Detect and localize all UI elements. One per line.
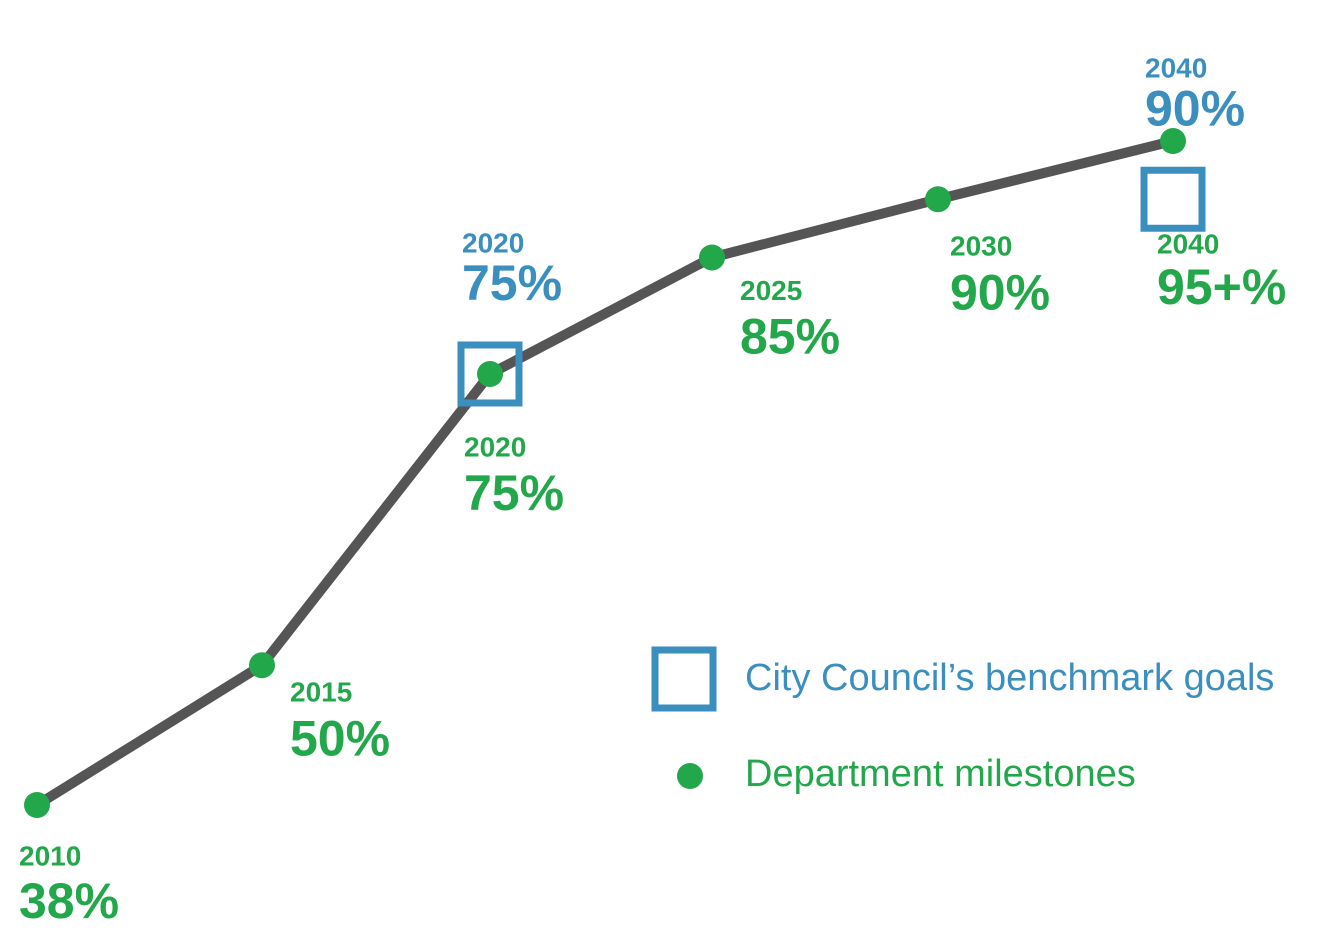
milestone-marker [1160,128,1186,154]
milestone-marker [249,652,275,679]
milestone-marker [699,244,725,271]
milestone-year: 2010 [19,840,81,871]
milestone-marker [477,360,503,387]
milestone-marker [24,792,50,818]
milestone-value: 38% [19,873,119,929]
milestone-line [34,136,1175,810]
milestone-marker [925,186,951,213]
legend-milestone-marker [677,763,703,789]
milestone-year: 2025 [740,275,802,306]
benchmark-marker [1140,166,1206,232]
benchmark-year: 2040 [1145,53,1207,84]
milestone-value: 90% [950,264,1050,320]
milestone-value: 50% [290,710,390,766]
benchmark-marker [457,341,523,407]
legend-benchmark-marker [651,646,717,712]
legend-milestone-label: Department milestones [745,753,1136,795]
milestone-value: 75% [464,465,564,521]
benchmark-value: 75% [462,255,562,311]
legend-benchmark-label: City Council’s benchmark goals [745,657,1274,699]
milestone-year: 2015 [290,677,352,708]
milestone-value: 85% [740,309,840,365]
benchmark-year: 2020 [462,227,524,258]
benchmark-value: 90% [1145,80,1245,136]
milestone-value: 95+% [1157,259,1286,315]
milestone-year: 2040 [1157,228,1219,259]
milestone-year: 2020 [464,431,526,462]
milestone-year: 2030 [950,231,1012,262]
